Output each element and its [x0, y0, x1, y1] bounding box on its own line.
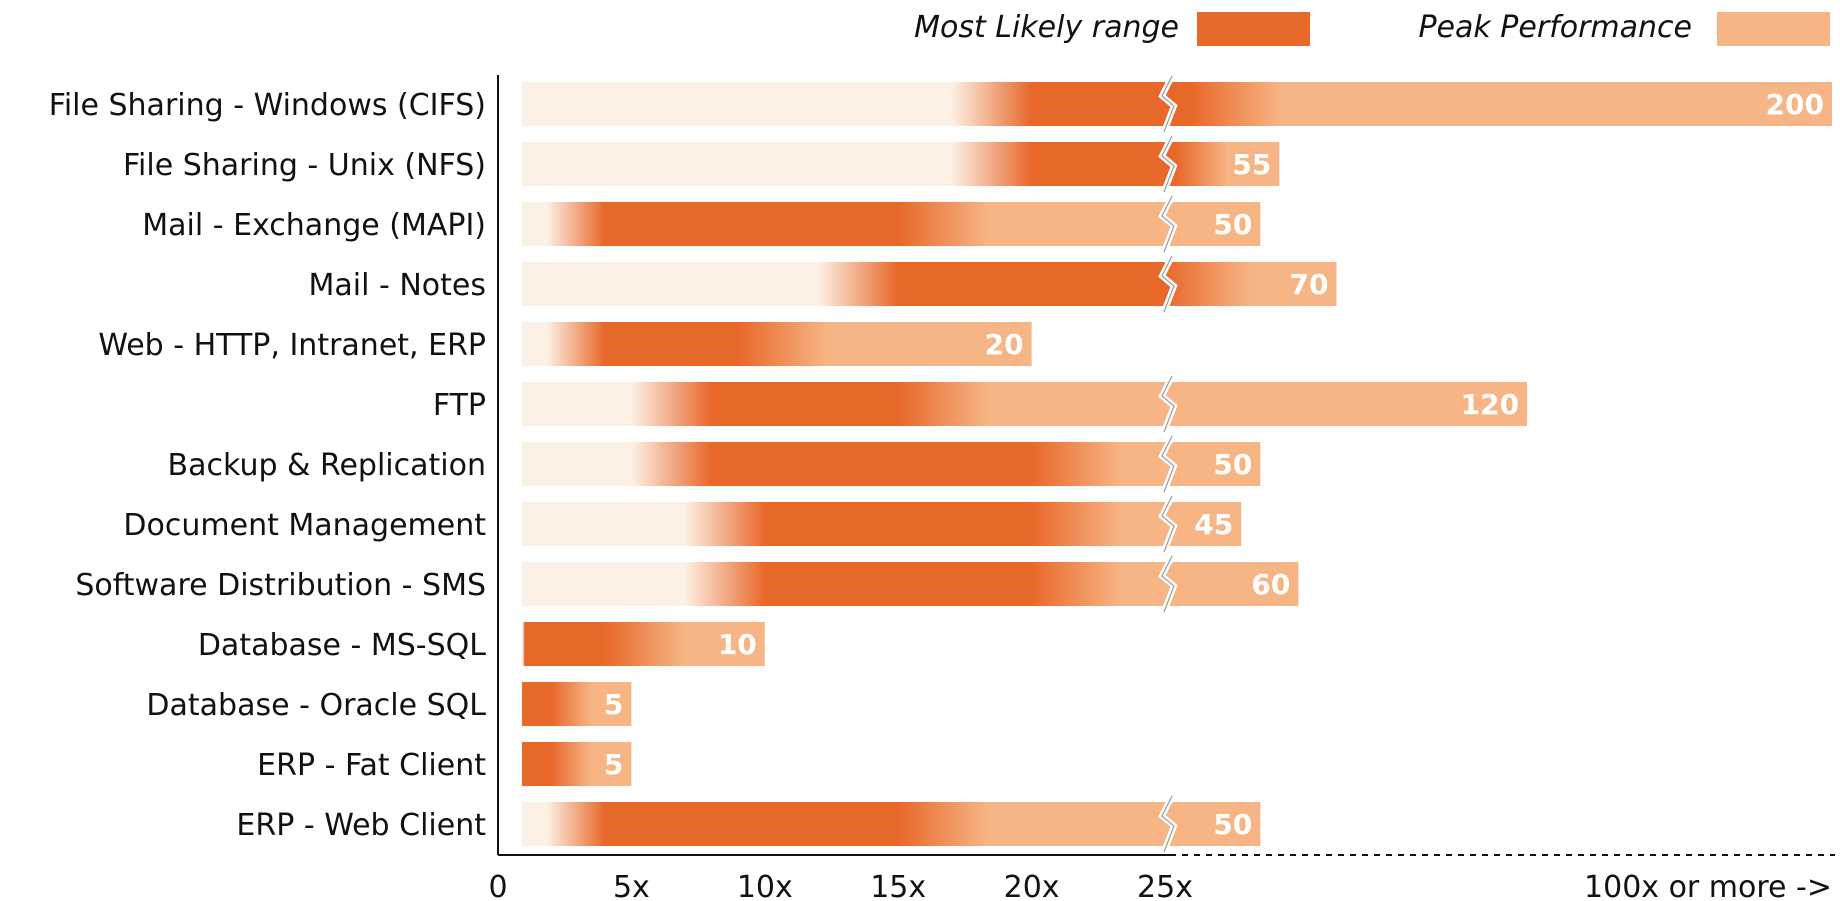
- x-tick-label: 10x: [737, 870, 793, 901]
- category-label: FTP: [433, 388, 486, 423]
- legend-swatch-peak: [1717, 12, 1830, 46]
- axis-break-mark-outline: [1161, 75, 1175, 133]
- axis-break-mark-outline: [1161, 135, 1175, 193]
- x-tick-labels: 0 5x 10x 15x 20x 25x 100x or more ->: [488, 870, 1832, 901]
- category-label: Database - Oracle SQL: [146, 688, 486, 723]
- category-labels: File Sharing - Windows (CIFS) File Sharin…: [49, 88, 487, 843]
- value-label: 55: [1232, 148, 1271, 181]
- axis-break-mark-outline: [1161, 375, 1175, 433]
- bars: [522, 74, 1832, 854]
- category-label: Mail - Exchange (MAPI): [142, 208, 486, 243]
- value-label: 10: [718, 628, 757, 661]
- category-label: File Sharing - Windows (CIFS): [49, 88, 486, 123]
- axes: [497, 75, 1835, 856]
- value-label: 50: [1213, 808, 1252, 841]
- bar-mail-notes: [522, 262, 1337, 306]
- x-tick-label: 5x: [613, 870, 650, 901]
- value-label: 200: [1766, 88, 1824, 121]
- value-label: 5: [604, 688, 623, 721]
- bar-database-oracle-sql: [522, 682, 632, 726]
- category-label: ERP - Web Client: [236, 808, 486, 843]
- value-label: 50: [1213, 448, 1252, 481]
- legend-label-most-likely: Most Likely range: [914, 10, 1179, 45]
- category-label: File Sharing - Unix (NFS): [123, 148, 486, 183]
- x-tick-label: 100x or more ->: [1584, 870, 1832, 901]
- bar-web-http-intranet-erp: [522, 322, 1032, 366]
- category-label: Backup & Replication: [168, 448, 486, 483]
- bar-mail-exchange-mapi: [522, 202, 1261, 246]
- value-label: 20: [985, 328, 1024, 361]
- axis-break-mark-outline: [1161, 255, 1175, 313]
- legend-swatch-most-likely: [1197, 12, 1310, 46]
- axis-break-mark-outline: [1161, 195, 1175, 253]
- x-tick-label: 15x: [870, 870, 926, 901]
- bar-ftp: [522, 382, 1528, 426]
- category-label: ERP - Fat Client: [257, 748, 486, 783]
- x-tick-label: 25x: [1137, 870, 1193, 901]
- bar-erp-fat-client: [522, 742, 632, 786]
- bar-file-sharing-windows-cifs: [522, 82, 1832, 126]
- category-label: Software Distribution - SMS: [75, 568, 486, 603]
- category-label: Web - HTTP, Intranet, ERP: [98, 328, 486, 363]
- bar-file-sharing-unix-nfs: [522, 142, 1280, 186]
- x-tick-label: 0: [488, 870, 507, 901]
- value-label: 120: [1461, 388, 1519, 421]
- value-label: 50: [1213, 208, 1252, 241]
- category-label: Mail - Notes: [309, 268, 486, 303]
- legend: Most Likely range Peak Performance: [914, 10, 1830, 46]
- value-label: 5: [604, 748, 623, 781]
- value-label: 45: [1194, 508, 1233, 541]
- axis-break-mark-outline: [1161, 435, 1175, 493]
- axis-break-mark-outline: [1161, 495, 1175, 553]
- axis-break-mark-outline: [1161, 555, 1175, 613]
- value-label: 70: [1290, 268, 1329, 301]
- legend-label-peak: Peak Performance: [1418, 10, 1692, 45]
- x-tick-label: 20x: [1004, 870, 1060, 901]
- value-label: 60: [1251, 568, 1290, 601]
- bar-backup-replication: [522, 442, 1261, 486]
- category-label: Document Management: [123, 508, 486, 543]
- axis-break-mark-outline: [1161, 795, 1175, 853]
- category-label: Database - MS-SQL: [198, 628, 486, 663]
- bar-document-management: [522, 502, 1242, 546]
- bar-erp-web-client: [522, 802, 1261, 846]
- bar-software-distribution-sms: [522, 562, 1299, 606]
- bar-database-ms-sql: [522, 622, 765, 666]
